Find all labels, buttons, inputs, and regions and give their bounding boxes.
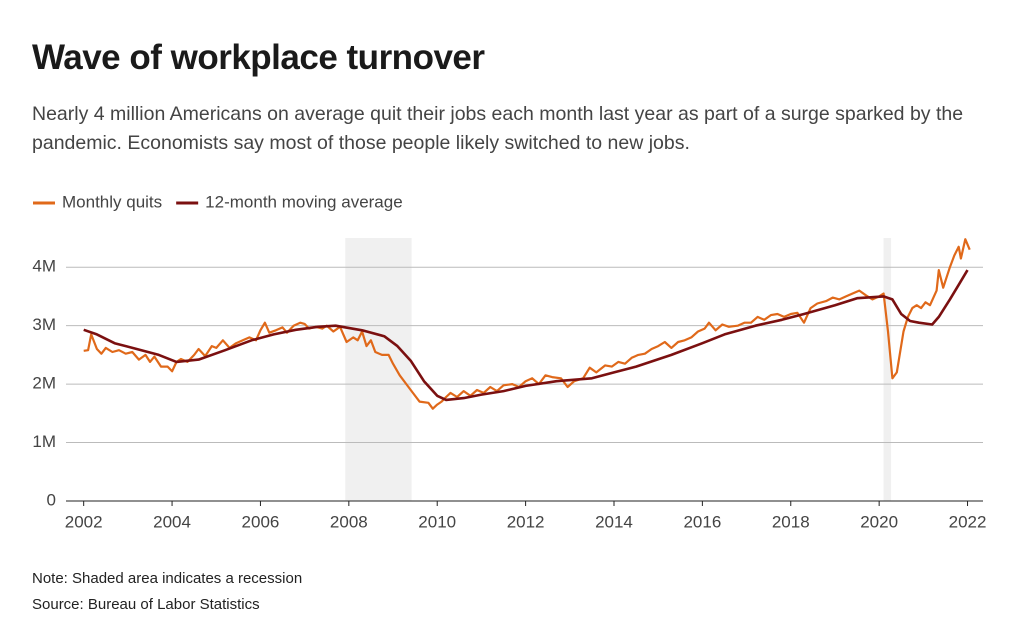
chart-title: Wave of workplace turnover — [32, 38, 485, 77]
y-tick-label: 0 — [47, 490, 56, 509]
x-tick-label: 2014 — [595, 512, 633, 531]
y-tick-label: 1M — [32, 432, 56, 451]
x-tick-label: 2002 — [65, 512, 103, 531]
chart-subtitle: Nearly 4 million Americans on average qu… — [32, 103, 964, 154]
series-line — [83, 269, 969, 402]
y-tick-label: 2M — [32, 374, 56, 393]
x-tick-label: 2004 — [153, 512, 191, 531]
x-tick-label: 2018 — [772, 512, 810, 531]
legend-label: 12-month moving average — [205, 192, 403, 211]
series-line — [83, 238, 971, 410]
x-tick-label: 2012 — [507, 512, 545, 531]
source: Source: Bureau of Labor Statistics — [32, 596, 260, 613]
recession-shade — [345, 238, 412, 501]
legend-label: Monthly quits — [62, 192, 162, 211]
y-tick-label: 3M — [32, 315, 56, 334]
x-tick-label: 2016 — [683, 512, 721, 531]
x-tick-label: 2006 — [242, 512, 280, 531]
x-tick-label: 2010 — [418, 512, 456, 531]
recession-shade — [883, 238, 892, 501]
note: Note: Shaded area indicates a recession — [32, 570, 303, 587]
x-tick-label: 2020 — [860, 512, 898, 531]
x-tick-label: 2008 — [330, 512, 368, 531]
y-tick-label: 4M — [32, 257, 56, 276]
x-tick-label: 2022 — [949, 512, 987, 531]
